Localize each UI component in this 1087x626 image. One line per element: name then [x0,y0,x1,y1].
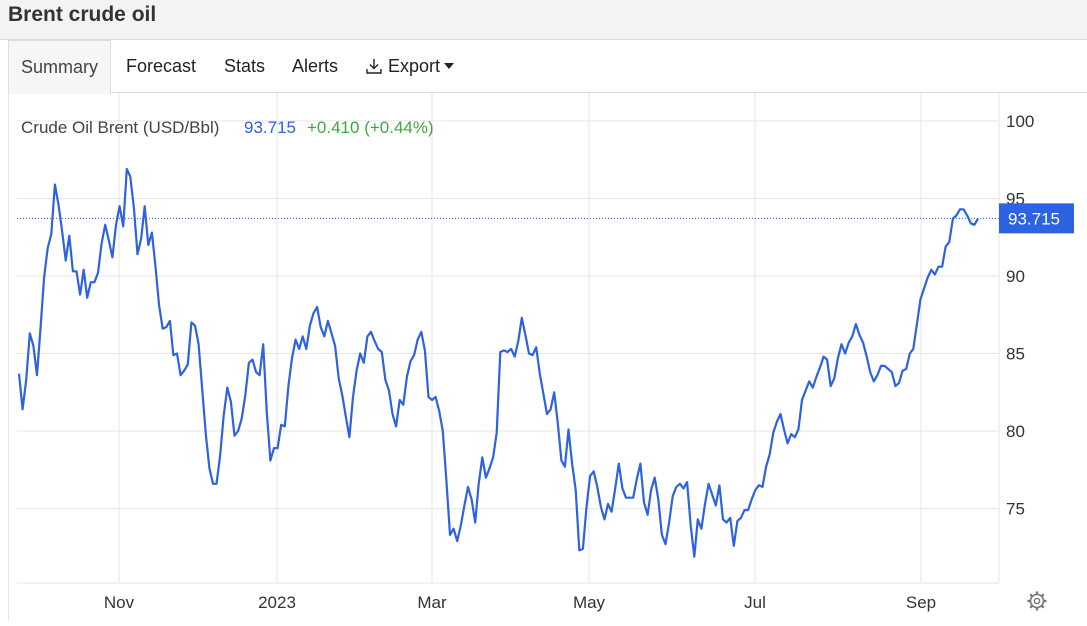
tab-forecast[interactable]: Forecast [126,56,197,76]
y-tick-label: 90 [1006,267,1025,286]
left-border [8,93,9,621]
tab-export[interactable]: Export [365,40,455,93]
export-label: Export [388,56,441,76]
instrument-name: Crude Oil Brent (USD/Bbl) [21,118,219,137]
y-tick-label: 80 [1006,422,1025,441]
tab-summary[interactable]: Summary [8,40,112,94]
x-tick-label: Nov [104,593,135,612]
y-tick-label: 100 [1006,112,1034,131]
y-tick-label: 85 [1006,345,1025,364]
x-tick-label: 2023 [258,593,296,612]
tab-stats[interactable]: Stats [224,56,266,76]
series-line [17,167,979,558]
quote-header: Crude Oil Brent (USD/Bbl) 93.715 +0.410 … [21,118,434,137]
last-value-badge-bg [999,203,1074,234]
page-title: Brent crude oil [8,3,157,26]
last-value-label: 93.715 [1008,209,1060,228]
tab-bar: Summary Forecast Stats Alerts Export [8,40,1087,94]
x-axis-ticks: Nov 2023 Mar May Jul Sep [104,593,936,612]
x-tick-label: Mar [417,593,447,612]
last-value-badge: 93.715 [999,203,1074,234]
title-bar: Brent crude oil [0,0,1087,40]
tab-alerts[interactable]: Alerts [292,56,339,76]
x-tick-label: Jul [744,593,766,612]
chart-area: Crude Oil Brent (USD/Bbl) 93.715 +0.410 … [0,93,1087,621]
y-tick-label: 75 [1006,500,1025,519]
chart-grid [17,93,999,583]
quote-change: +0.410 (+0.44%) [307,118,434,137]
x-tick-label: May [573,593,606,612]
price-chart: Crude Oil Brent (USD/Bbl) 93.715 +0.410 … [17,93,1074,612]
download-icon [366,59,382,74]
chevron-down-icon [444,63,455,69]
quote-price: 93.715 [244,118,296,137]
gear-icon[interactable] [1027,591,1047,611]
x-tick-label: Sep [906,593,936,612]
